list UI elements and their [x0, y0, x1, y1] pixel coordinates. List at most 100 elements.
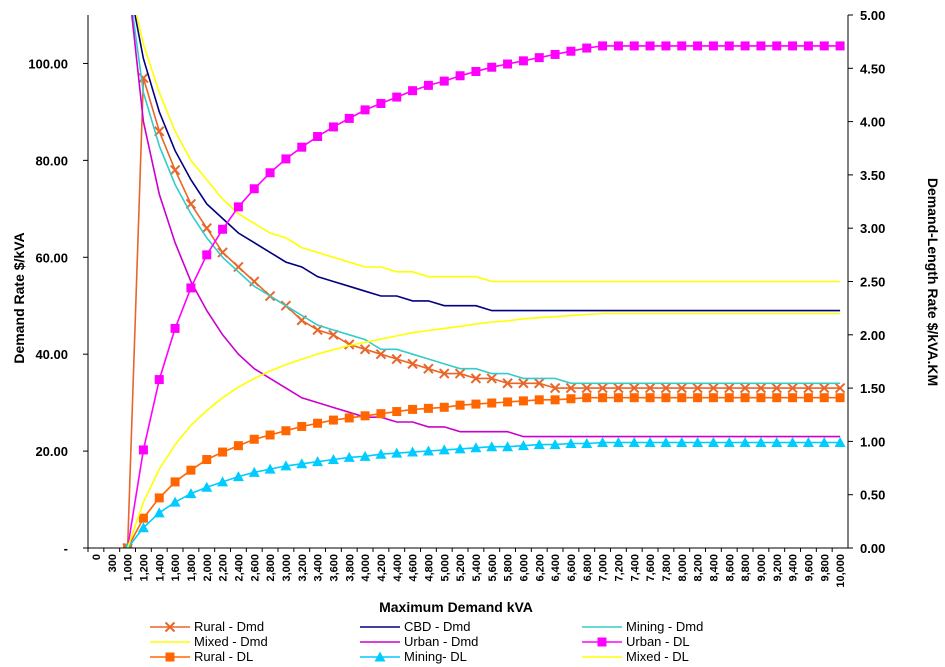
series-marker-rural-dl — [408, 404, 418, 414]
series-marker-rural-dmd — [676, 382, 687, 394]
series-mixed-dmd — [135, 15, 841, 283]
x-tick-label: 10,000 — [835, 554, 847, 588]
series-marker-rural-dmd-stroke — [803, 382, 814, 394]
series-marker-rural-dl — [471, 399, 481, 409]
series-cbd-dmd — [134, 15, 841, 312]
series-marker-mining-dl — [581, 438, 593, 449]
legend-label: Mixed - Dmd — [194, 634, 268, 649]
y-right-tick-label: 0.00 — [860, 541, 885, 556]
series-marker-mining-dl — [169, 496, 181, 507]
series-marker-rural-dl — [772, 393, 782, 403]
series-marker-rural-dmd — [739, 382, 751, 394]
x-tick-label: 3,000 — [281, 554, 293, 582]
series-marker-mining-dl — [185, 488, 197, 499]
series-marker-urban-dl — [344, 113, 354, 123]
series-marker-rural-dl — [297, 421, 307, 431]
series-marker-rural-dmd — [312, 324, 323, 336]
series-marker-rural-dmd — [660, 382, 672, 394]
series-marker-urban-dl — [677, 41, 687, 51]
series-marker-rural-dmd-stroke — [470, 373, 482, 384]
series-marker-rural-dmd — [834, 382, 846, 394]
x-tick-label: 8,200 — [693, 554, 705, 582]
series-marker-rural-dl — [360, 411, 370, 421]
series-marker-rural-dmd — [581, 382, 592, 394]
series-marker-rural-dmd-stroke — [660, 382, 672, 394]
series-marker-rural-dmd — [724, 382, 735, 394]
series-marker-rural-dl — [788, 393, 798, 403]
series-marker-rural-dmd-stroke — [692, 382, 703, 394]
series-marker-urban-dl — [645, 41, 655, 51]
series-marker-rural-dmd — [644, 382, 656, 394]
series-marker-rural-dmd — [470, 373, 482, 384]
series-marker-mining-dl — [264, 463, 276, 474]
legend-label: Urban - Dmd — [404, 634, 478, 649]
series-marker-mining-dl — [153, 507, 165, 518]
series-rural-dmd — [122, 72, 846, 548]
legend-label: Rural - Dmd — [194, 619, 264, 634]
series-marker-mining-dl — [359, 450, 371, 461]
series-marker-mining-dl — [771, 436, 783, 447]
series-marker-urban-dl — [661, 41, 671, 51]
x-tick-label: 7,200 — [613, 554, 625, 582]
series-marker-rural-dmd-stroke — [819, 382, 830, 394]
y-left-tick-label: 40.00 — [35, 347, 68, 362]
x-tick-label: 2,600 — [249, 554, 261, 582]
series-marker-rural-dmd — [201, 222, 212, 234]
series-marker-urban-dl — [328, 122, 338, 132]
series-marker-rural-dmd-stroke — [344, 339, 355, 350]
series-marker-rural-dl — [423, 403, 433, 413]
series-marker-rural-dl — [708, 393, 718, 403]
series-marker-urban-dl — [803, 41, 813, 51]
series-marker-urban-dl — [471, 66, 481, 76]
x-tick-label: 3,800 — [344, 554, 356, 582]
series-marker-urban-dl — [740, 41, 750, 51]
series-marker-rural-dmd-stroke — [834, 382, 846, 394]
series-marker-rural-dmd-stroke — [581, 382, 592, 394]
legend-label: Mixed - DL — [626, 649, 689, 664]
series-marker-urban-dl — [202, 250, 212, 260]
series-marker-mining-dl — [343, 451, 355, 462]
series-marker-rural-dmd — [565, 382, 577, 394]
series-marker-rural-dmd — [803, 382, 814, 394]
series-line-cbd-dmd — [134, 15, 841, 312]
x-tick-label: 5,200 — [455, 554, 467, 582]
x-tick-label: 4,600 — [408, 554, 420, 582]
series-marker-rural-dl — [550, 395, 560, 405]
legend-item-mining-dmd: Mining - Dmd — [582, 619, 703, 634]
x-tick-label: 4,800 — [423, 554, 435, 582]
series-marker-mining-dl — [454, 443, 466, 454]
series-line-rural-dmd — [126, 77, 841, 548]
series-marker-rural-dl — [344, 413, 354, 423]
series-marker-mining-dl — [517, 440, 529, 451]
series-marker-urban-dl — [788, 41, 798, 51]
series-marker-rural-dl — [265, 430, 275, 440]
x-tick-label: 9,600 — [803, 554, 815, 582]
y-right-tick-label: 3.50 — [860, 168, 885, 183]
x-tick-label: 1,600 — [170, 554, 182, 582]
series-marker-rural-dmd-stroke — [534, 378, 545, 389]
series-marker-mining-dl — [597, 436, 609, 447]
series-marker-rural-dmd — [486, 373, 497, 384]
series-marker-rural-dmd-stroke — [724, 382, 735, 394]
series-marker-mining-dl — [739, 436, 751, 447]
series-urban-dmd — [131, 15, 841, 438]
series-marker-rural-dmd-stroke — [676, 382, 687, 394]
series-marker-rural-dmd-stroke — [549, 382, 561, 394]
series-marker-mining-dl — [280, 460, 292, 471]
series-marker-rural-dmd — [502, 378, 513, 389]
series-marker-rural-dmd — [629, 382, 640, 394]
series-marker-rural-dmd — [359, 344, 371, 355]
x-tick-label: 7,000 — [598, 554, 610, 582]
series-marker-rural-dmd — [613, 382, 624, 394]
x-tick-label: 6,600 — [566, 554, 578, 582]
y-right-tick-label: 3.00 — [860, 221, 885, 236]
series-marker-rural-dl — [645, 393, 655, 403]
series-marker-rural-dmd — [534, 378, 545, 389]
series-marker-urban-dl — [582, 43, 592, 53]
y-right-tick-label: 5.00 — [860, 8, 885, 23]
series-marker-mining-dl — [137, 522, 149, 533]
series-marker-urban-dl — [138, 445, 148, 455]
series-marker-rural-dmd-stroke — [565, 382, 577, 394]
series-marker-mining-dl — [818, 436, 830, 447]
series-marker-mining-dl — [502, 441, 514, 452]
